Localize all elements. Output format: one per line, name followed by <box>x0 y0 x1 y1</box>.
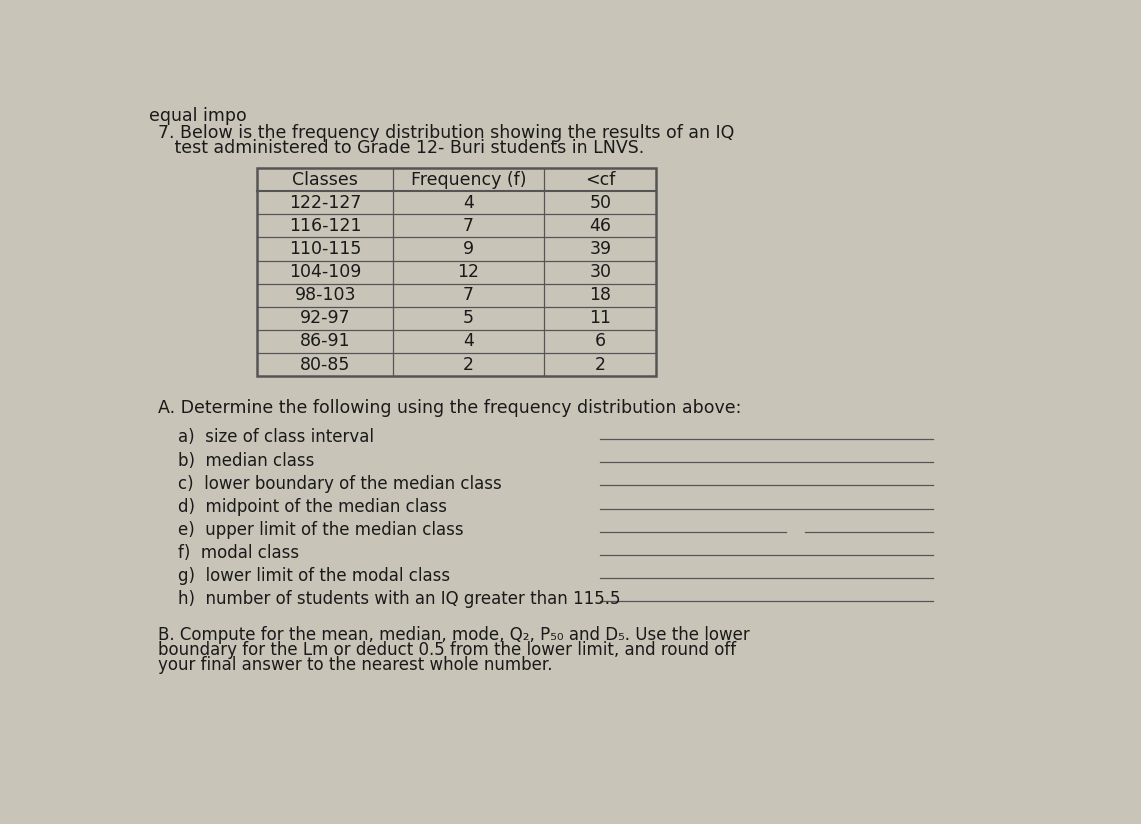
Text: your final answer to the nearest whole number.: your final answer to the nearest whole n… <box>159 657 552 674</box>
Text: 7: 7 <box>463 286 474 304</box>
Text: 116-121: 116-121 <box>289 217 362 235</box>
Text: 7: 7 <box>463 217 474 235</box>
Text: Frequency (f): Frequency (f) <box>411 171 526 189</box>
Text: 4: 4 <box>463 194 474 212</box>
Text: B. Compute for the mean, median, mode, Q₂, P₅₀ and D₅. Use the lower: B. Compute for the mean, median, mode, Q… <box>159 625 750 644</box>
Text: 18: 18 <box>589 286 612 304</box>
Text: 30: 30 <box>589 263 612 281</box>
Text: 11: 11 <box>589 309 612 327</box>
Text: 5: 5 <box>463 309 474 327</box>
Text: 9: 9 <box>463 240 474 258</box>
Text: Classes: Classes <box>292 171 358 189</box>
Text: 46: 46 <box>589 217 612 235</box>
Text: b)  median class: b) median class <box>178 452 314 470</box>
Text: <cf: <cf <box>585 171 615 189</box>
Text: e)  upper limit of the median class: e) upper limit of the median class <box>178 521 463 539</box>
Text: test administered to Grade 12- Buri students in LNVS.: test administered to Grade 12- Buri stud… <box>159 139 645 157</box>
Text: c)  lower boundary of the median class: c) lower boundary of the median class <box>178 475 501 493</box>
Text: 122-127: 122-127 <box>289 194 362 212</box>
Text: 92-97: 92-97 <box>300 309 350 327</box>
Text: boundary for the Lm or deduct 0.5 from the lower limit, and round off: boundary for the Lm or deduct 0.5 from t… <box>159 641 736 659</box>
Text: 110-115: 110-115 <box>289 240 362 258</box>
Text: 2: 2 <box>594 355 606 373</box>
Text: 12: 12 <box>458 263 479 281</box>
Text: 98-103: 98-103 <box>294 286 356 304</box>
Text: h)  number of students with an IQ greater than 115.5: h) number of students with an IQ greater… <box>178 590 620 608</box>
Text: g)  lower limit of the modal class: g) lower limit of the modal class <box>178 567 450 585</box>
Text: 50: 50 <box>589 194 612 212</box>
Text: d)  midpoint of the median class: d) midpoint of the median class <box>178 498 446 516</box>
Text: a)  size of class interval: a) size of class interval <box>178 428 373 447</box>
Text: equal impo: equal impo <box>148 106 246 124</box>
Text: A. Determine the following using the frequency distribution above:: A. Determine the following using the fre… <box>159 399 742 417</box>
Text: 39: 39 <box>589 240 612 258</box>
Text: 104-109: 104-109 <box>289 263 362 281</box>
Text: 6: 6 <box>594 332 606 350</box>
Text: 80-85: 80-85 <box>300 355 350 373</box>
Text: 4: 4 <box>463 332 474 350</box>
Text: f)  modal class: f) modal class <box>178 544 299 562</box>
Text: 86-91: 86-91 <box>300 332 350 350</box>
Bar <box>258 168 656 376</box>
Text: 2: 2 <box>463 355 474 373</box>
Text: 7. Below is the frequency distribution showing the results of an IQ: 7. Below is the frequency distribution s… <box>159 124 735 143</box>
